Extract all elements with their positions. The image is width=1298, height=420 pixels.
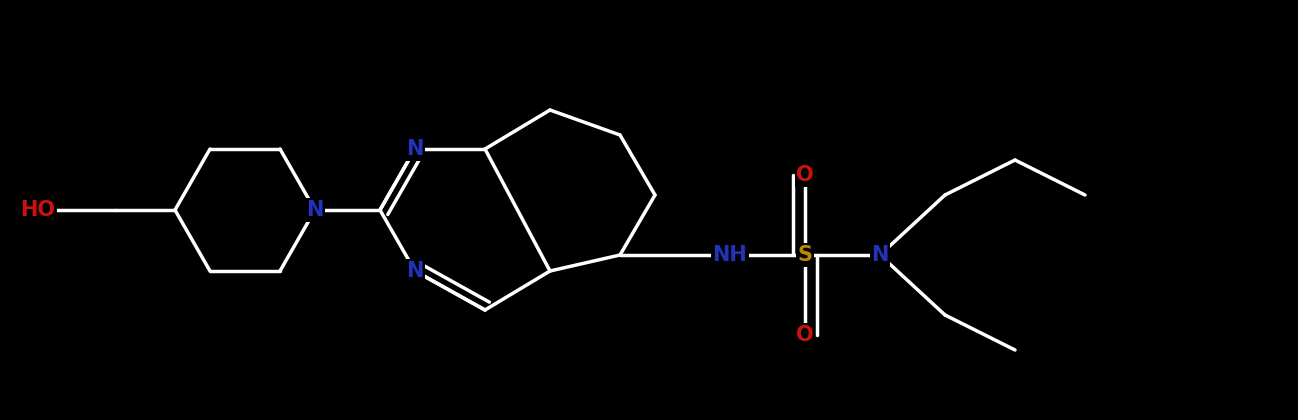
Text: N: N bbox=[406, 139, 423, 159]
Text: N: N bbox=[306, 200, 323, 220]
Text: S: S bbox=[797, 245, 813, 265]
Text: O: O bbox=[796, 165, 814, 185]
Text: NH: NH bbox=[713, 245, 748, 265]
Text: HO: HO bbox=[19, 200, 55, 220]
Text: N: N bbox=[406, 261, 423, 281]
Text: O: O bbox=[796, 325, 814, 345]
Text: N: N bbox=[871, 245, 889, 265]
